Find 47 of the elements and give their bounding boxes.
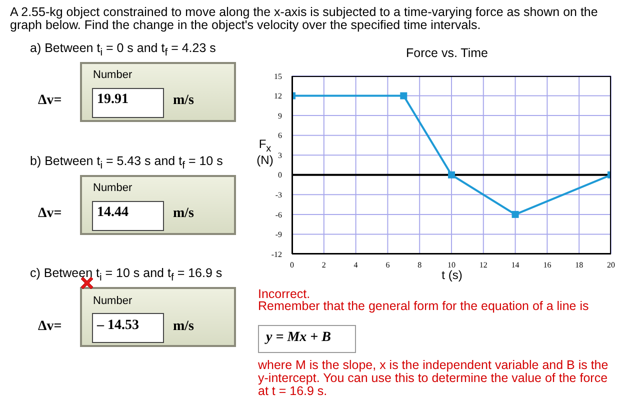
y-axis-title: F$_{x}$ (N) [256,137,274,168]
x-tick-label: 6 [386,260,390,270]
point [400,92,408,100]
y-tick-label: -12 [271,250,282,259]
text: y = Mx + B [266,330,332,346]
x-tick-label: 20 [607,260,615,270]
text: Incorrect. [258,287,312,301]
y-tick-label: -6 [275,210,282,220]
text: Δv= [38,206,63,222]
y-tick-label: 15 [274,72,282,81]
text: 14.44 [97,205,130,221]
text: a) Between t$_{i}$ = 0 s and t$_{f}$ = 4.23 s [30,41,217,60]
text: m/s [173,206,195,222]
text: where M is the slope, x is the independent variable and B is the y-intercept. You can use this to determine the value of the force at t = 16.9 s. [258,358,610,398]
text: – 14.53 [97,318,140,334]
text: Number [93,182,134,195]
text: m/s [173,93,195,109]
y-tick-label: 12 [274,92,282,101]
x-tick-label: 0 [290,260,294,270]
point [448,171,455,178]
y-tick-label: 3 [278,150,282,160]
point [512,210,519,218]
text: A 2.55-kg object constrained to move along the x-axis is subjected to a time-varying force as shown on the graph below. Find the change in the object's velocity over the specified time intervals. [10,5,599,32]
x-tick-label: 16 [543,260,552,270]
y-tick-label: 0 [278,170,282,180]
x-tick-label: 12 [479,260,488,270]
x-tick-label: 18 [575,260,584,270]
text: b) Between t$_{i}$ = 5.43 s and t$_{f}$ = 10 s [30,154,223,172]
text: c) Between t$_{i}$ = 10 s and t$_{f}$ = 16.9 s [30,266,222,284]
x-tick-label: 10 [448,260,456,270]
y-tick-label: 6 [278,131,282,140]
text: Number [93,295,134,308]
text: Number [93,69,134,82]
text: m/s [173,319,195,335]
x-axis-title: t (s) [440,268,464,282]
text: Remember that the general form for the equation of a line is [258,299,590,314]
x-tick-label: 14 [511,260,520,270]
text: Δv= [38,93,63,109]
x-tick-label: 8 [418,260,422,270]
text: 19.91 [97,92,130,108]
y-tick-label: -3 [275,190,282,200]
x-tick-label: 2 [322,260,326,270]
y-tick-label: -9 [275,230,282,240]
y-tick-label: 9 [278,111,282,120]
chart-title: Force vs. Time [405,46,489,60]
text: Δv= [38,319,63,335]
x-tick-label: 4 [354,260,358,270]
